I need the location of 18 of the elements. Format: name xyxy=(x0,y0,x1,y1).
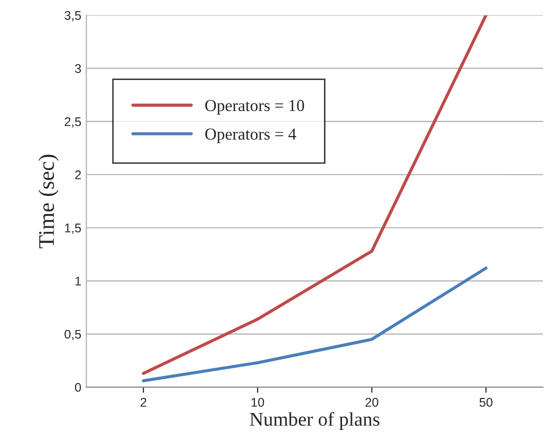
y-tick-label: 2 xyxy=(75,170,81,180)
x-tick-label: 10 xyxy=(252,398,264,407)
legend-label: Operators = 10 xyxy=(205,100,304,115)
x-tick-label: 2 xyxy=(140,398,146,407)
y-axis-title: Time (sec) xyxy=(38,154,59,248)
x-tick-label: 20 xyxy=(365,398,378,407)
legend-label: Operators = 4 xyxy=(205,128,296,144)
x-tick-label: 50 xyxy=(480,398,492,407)
y-tick-label: 1,5 xyxy=(65,224,81,234)
line-series xyxy=(142,266,488,382)
y-tick-label: 3 xyxy=(75,64,81,74)
y-tick-label: 2,5 xyxy=(64,117,81,128)
y-tick-label: 3,5 xyxy=(64,11,81,22)
line-series xyxy=(142,15,488,375)
x-axis-title: Number of plans xyxy=(250,412,380,430)
y-tick-label: 0,5 xyxy=(64,330,81,340)
y-tick-label: 1 xyxy=(75,276,81,286)
y-tick-label: 0 xyxy=(75,382,81,392)
